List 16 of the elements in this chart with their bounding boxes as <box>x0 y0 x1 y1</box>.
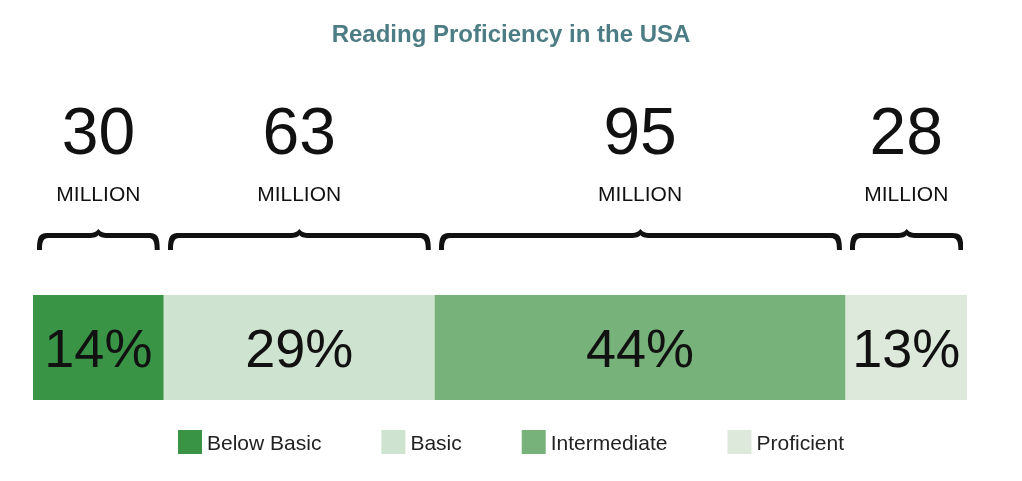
data-label: 44% <box>586 317 695 378</box>
text: 95 MILLION <box>598 94 683 205</box>
data-label: 13% <box>852 317 961 378</box>
legend-label: Intermediate <box>550 430 668 454</box>
legend-label: Below Basic <box>207 430 322 454</box>
text: 28 MILLION <box>864 94 949 205</box>
bar <box>33 295 164 400</box>
bar <box>434 295 846 400</box>
chart-title: Reading Proficiency in the USA <box>331 19 691 47</box>
bar <box>163 295 435 400</box>
legend-label: Proficient <box>756 430 845 454</box>
text: 30 MILLION <box>56 94 141 205</box>
data-label: 14% <box>44 317 153 378</box>
legend-label: Basic <box>410 430 462 454</box>
data-label: 29% <box>245 317 354 378</box>
text: 63 MILLION <box>257 94 342 205</box>
